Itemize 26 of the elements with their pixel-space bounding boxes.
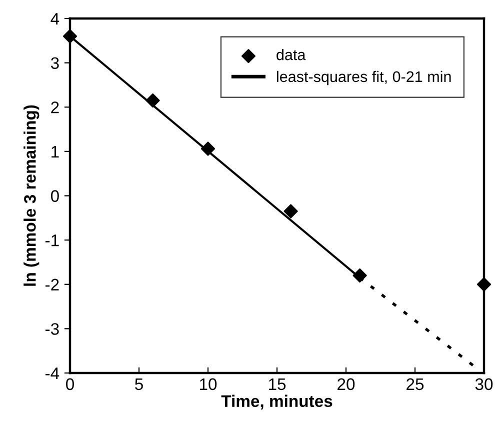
x-tick-label: 20 [338,378,355,390]
y-tick-label: -3 [46,323,59,335]
x-tick-label: 0 [66,378,74,390]
y-tick-label: 3 [50,57,59,70]
legend-label: least-squares fit, 0-21 min [276,70,451,86]
y-tick-label: 0 [50,190,59,202]
x-axis-title: Time, minutes [221,394,332,410]
point [352,268,367,283]
y-tick-label: 1 [52,146,59,158]
y-tick-label: -4 [46,368,60,380]
y-tick-label: -1 [46,234,59,246]
point [62,29,78,44]
x-tick-label: 5 [135,378,143,390]
x-tick-label: 15 [269,378,286,390]
legend-label: data [276,48,306,60]
point [146,93,160,108]
x-tick-label: 10 [200,378,217,390]
point [284,204,298,218]
point [200,142,216,156]
y-axis-title: ln (mmole 3 remaining) [24,105,40,286]
x-tick-label: 25 [406,378,424,390]
point [476,277,492,292]
y-tick-label: -2 [46,278,59,290]
y-tick-label: 4 [50,13,60,25]
y-tick-label: 2 [51,102,59,114]
x-tick-label: 30 [475,378,493,390]
